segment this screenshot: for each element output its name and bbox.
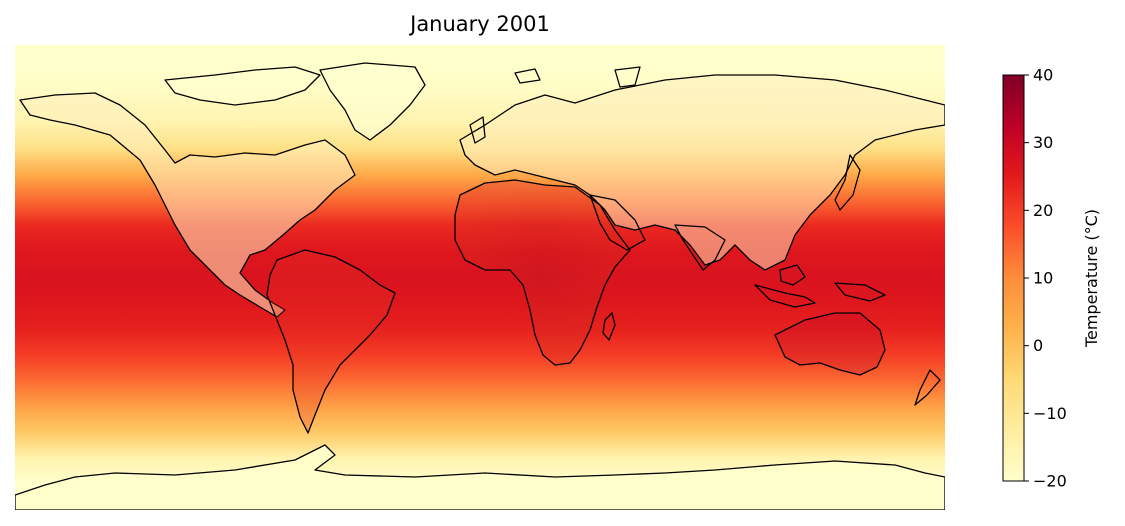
colorbar-tick-label: −10 (1033, 404, 1067, 423)
temperature-map (14, 45, 946, 511)
japan-island (834, 154, 861, 211)
colorbar-tick-label: −20 (1033, 472, 1067, 491)
australia-landmass (774, 312, 886, 376)
borneo-island (779, 264, 806, 286)
indonesia-islands (754, 284, 816, 308)
arabia-landmass (589, 194, 646, 251)
colorbar-ticks: −20 −10 0 10 20 30 40 (1024, 66, 1067, 491)
colorbar: −20 −10 0 10 20 30 40 Temperature (°C) (1002, 66, 1101, 491)
colorbar-label: Temperature (°C) (1082, 209, 1101, 348)
colorbar-panel: −20 −10 0 10 20 30 40 Temperature (°C) (990, 60, 1120, 500)
svalbard-islands (514, 68, 541, 84)
antarctica-landmass (14, 444, 946, 511)
colorbar-tick-label: 20 (1033, 201, 1053, 220)
colorbar-tick-label: 30 (1033, 133, 1053, 152)
madagascar-landmass (602, 312, 616, 341)
land-masses (14, 62, 946, 511)
north-america-landmass (19, 92, 356, 318)
map-panel (14, 45, 946, 511)
greenland-landmass (319, 62, 426, 141)
south-america-landmass (266, 249, 396, 434)
eurasia-landmass (459, 74, 946, 271)
arctic-islands (164, 66, 321, 106)
new-guinea-island (834, 282, 886, 302)
new-zealand-island (914, 369, 941, 406)
british-isles (469, 116, 486, 144)
chart-title: January 2001 (410, 12, 550, 36)
novaya-zemlya (614, 66, 641, 88)
colorbar-tick-label: 10 (1033, 269, 1053, 288)
colorbar-gradient (1002, 74, 1025, 482)
india-landmass (674, 224, 726, 271)
africa-landmass (454, 179, 631, 366)
colorbar-tick-label: 40 (1033, 66, 1053, 85)
colorbar-tick-label: 0 (1033, 336, 1043, 355)
